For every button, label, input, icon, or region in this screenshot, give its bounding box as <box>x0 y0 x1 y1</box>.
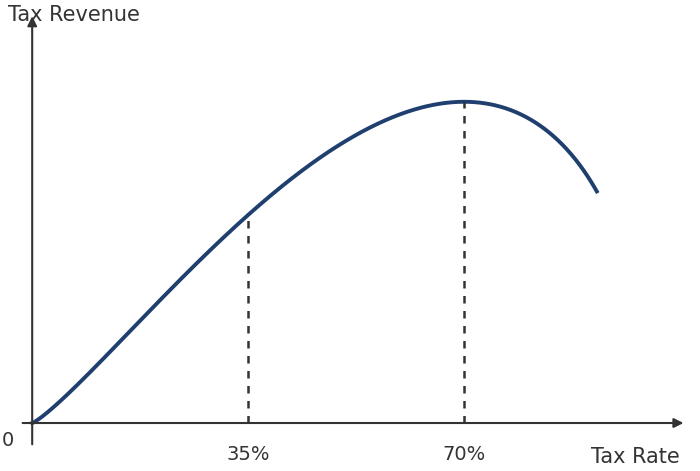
Text: Tax Revenue: Tax Revenue <box>8 5 139 25</box>
Text: 35%: 35% <box>226 445 270 464</box>
Text: Tax Rate: Tax Rate <box>592 447 680 467</box>
Text: 0: 0 <box>1 431 13 450</box>
Text: 70%: 70% <box>442 445 486 464</box>
